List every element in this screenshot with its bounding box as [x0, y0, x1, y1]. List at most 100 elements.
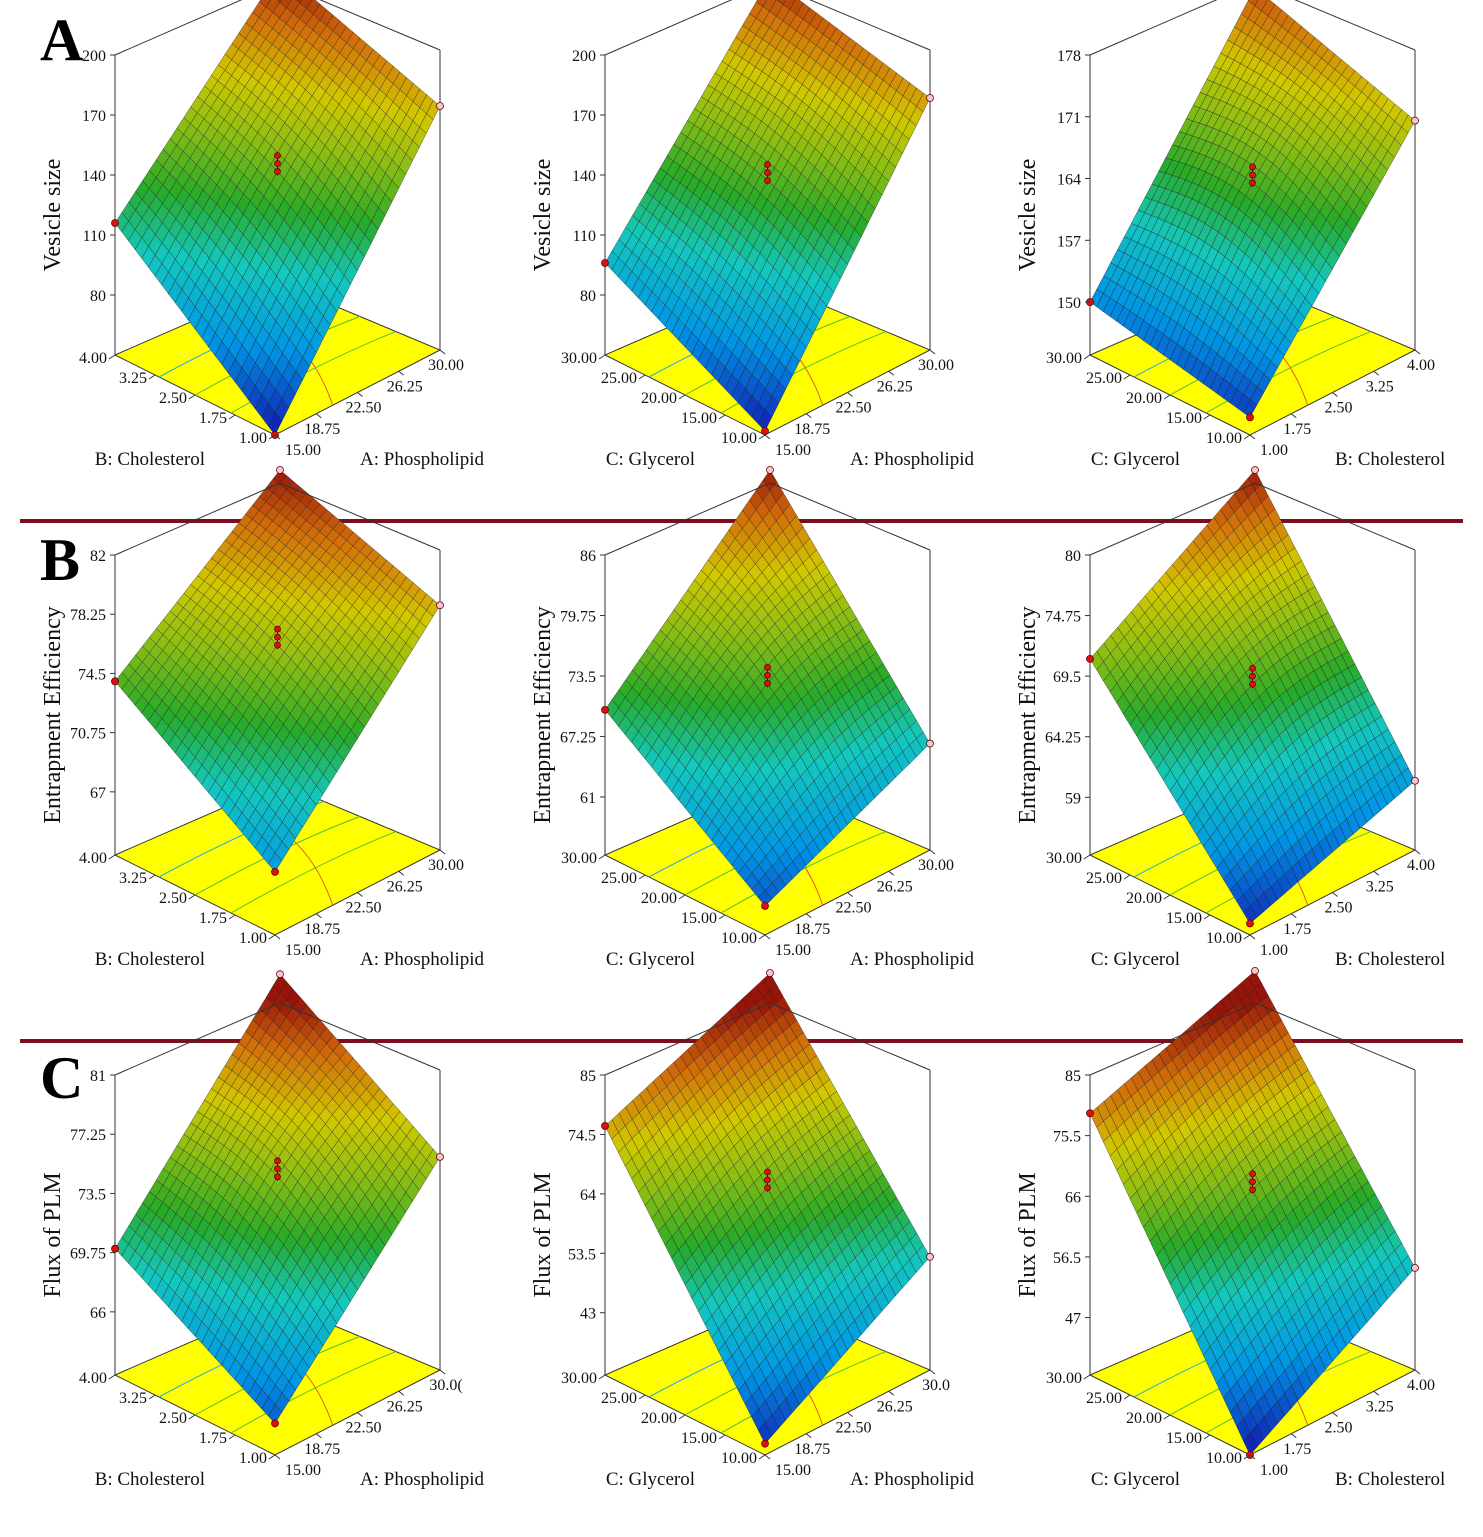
x-tick [315, 913, 322, 919]
x-tick [1373, 870, 1380, 876]
y-tick-label: 10.00 [1206, 430, 1242, 447]
center-point [764, 177, 771, 184]
design-point [766, 466, 774, 474]
x-tick [357, 1412, 363, 1417]
y-tick-label: 20.00 [641, 890, 677, 907]
y-tick [148, 374, 156, 380]
y-tick-label: 30.00 [1046, 350, 1082, 367]
z-axis-title: Entrapment Efficiency [40, 606, 66, 823]
center-point [274, 641, 281, 649]
z-tick-label: 164 [1057, 172, 1081, 189]
z-axis-title: Vesicle size [40, 159, 66, 272]
x-tick-label: 15.00 [775, 442, 811, 459]
x-tick [764, 434, 771, 440]
design-point [276, 970, 284, 979]
design-point [761, 427, 769, 435]
x-tick [1290, 913, 1297, 919]
z-tick-label: 67.25 [560, 729, 596, 746]
panel-label-c: C [40, 1045, 84, 1111]
z-tick-label: 74.5 [78, 666, 106, 683]
y-tick [598, 354, 606, 360]
y-tick-label: 25.00 [1086, 870, 1122, 887]
surface-mesh [114, 0, 441, 436]
x-tick-label: 22.50 [346, 400, 382, 417]
panel-label-a: A [40, 7, 84, 73]
y-tick [718, 414, 726, 420]
y-tick [108, 354, 116, 360]
x-tick-label: 15.00 [775, 942, 811, 959]
design-point [601, 259, 609, 267]
y-tick-label: 1.00 [239, 1450, 267, 1467]
center-point [1249, 171, 1256, 179]
x-axis-title: A: Phospholipid [360, 449, 485, 470]
design-point [761, 1439, 769, 1448]
z-tick-label: 178 [1057, 48, 1081, 65]
y-tick-label: 2.50 [159, 390, 187, 407]
x-tick-label: 18.75 [304, 1441, 340, 1458]
y-tick [228, 414, 236, 420]
center-point [1249, 672, 1256, 680]
design-point [111, 219, 119, 227]
design-point [1251, 466, 1259, 474]
x-tick [1332, 392, 1338, 397]
z-tick-label: 110 [83, 228, 106, 245]
x-tick-label: 26.25 [387, 878, 423, 895]
z-tick-label: 61 [580, 790, 596, 807]
panel-label-b: B [40, 527, 81, 593]
y-tick [598, 854, 606, 860]
y-tick [1243, 434, 1251, 440]
design-point [1411, 116, 1419, 125]
y-axis-title: B: Cholesterol [95, 1469, 205, 1490]
center-point [1249, 680, 1256, 688]
y-tick-label: 20.00 [641, 390, 677, 407]
z-tick-label: 200 [572, 48, 596, 65]
x-axis-title: A: Phospholipid [850, 449, 975, 470]
y-tick-label: 3.25 [119, 870, 147, 887]
floor-contour [230, 831, 397, 914]
z-tick-label: 157 [1057, 233, 1081, 250]
box-edge [114, 0, 243, 56]
z-axis-title: Entrapment Efficiency [530, 606, 556, 823]
x-axis-title: A: Phospholipid [360, 949, 485, 970]
x-tick [1249, 434, 1256, 440]
y-tick-label: 2.50 [159, 890, 187, 907]
z-tick-label: 69.75 [70, 1246, 106, 1263]
x-tick-label: 15.00 [285, 442, 321, 459]
design-point [436, 1152, 444, 1161]
surface-cell [1243, 399, 1258, 418]
x-tick [929, 349, 936, 355]
center-point [1249, 664, 1256, 672]
y-tick-label: 1.75 [199, 410, 227, 427]
design-point [926, 739, 934, 748]
y-tick [1083, 854, 1091, 860]
z-tick-label: 82 [90, 548, 106, 565]
floor-contour [720, 831, 887, 914]
x-tick-label: 26.25 [387, 1398, 423, 1415]
design-point [276, 466, 284, 474]
x-tick [398, 1390, 405, 1396]
y-tick-label: 2.50 [159, 1410, 187, 1427]
y-tick [188, 1414, 196, 1420]
z-tick-label: 150 [1057, 295, 1081, 312]
y-tick [638, 374, 646, 380]
y-tick [228, 914, 236, 920]
x-tick [847, 892, 853, 897]
y-tick-label: 30.00 [1046, 850, 1082, 867]
center-point [274, 1173, 281, 1181]
z-tick-label: 73.5 [568, 669, 596, 686]
design-point [436, 601, 444, 610]
z-tick-label: 86 [580, 548, 596, 565]
x-tick [357, 892, 363, 897]
y-tick-label: 30.00 [561, 350, 597, 367]
y-tick [718, 914, 726, 920]
x-tick [929, 849, 936, 855]
z-tick-label: 81 [90, 1068, 106, 1085]
design-point [761, 902, 769, 910]
box-edge [279, 482, 441, 551]
x-axis-title: A: Phospholipid [360, 1469, 485, 1490]
